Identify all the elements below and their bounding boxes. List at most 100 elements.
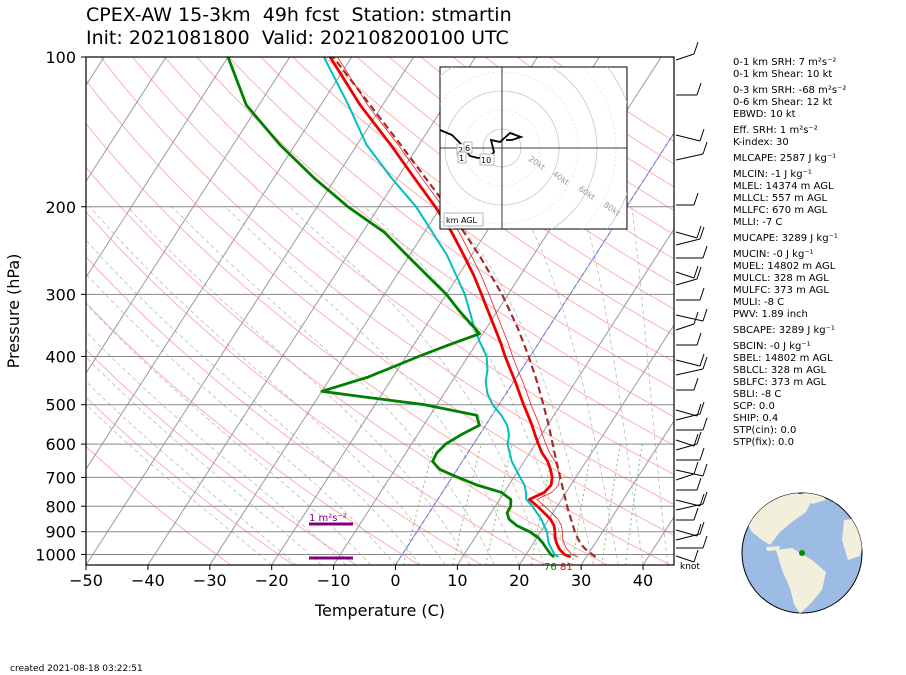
x-tick-label: 10 [447,571,467,590]
dry-adiabat [356,57,674,285]
parameter-item: 0-6 km Shear: 12 kt [733,97,833,108]
dry-adiabat [86,348,357,565]
chart-title-line2: Init: 2021081800 Valid: 202108200100 UTC [86,27,509,49]
hodograph-level-box [479,153,495,166]
surface-dewpoint-label: 76 [544,562,557,573]
moist-adiabat [86,403,272,565]
y-tick-label: 600 [45,435,76,454]
wind-barb-staff [675,271,695,279]
mixing-ratio-line [571,444,593,565]
dry-adiabat [100,57,674,506]
parameter-list: 0-1 km SRH: 7 m²s⁻² 0-1 km Shear: 10 kt 0-… [733,57,846,449]
parameter-item: MLLI: -7 C [733,217,783,228]
south-america-landmass [776,548,826,613]
wind-barb-flag [702,356,708,370]
wind-barb-flag [693,549,699,563]
wind-barb-staff [675,413,701,421]
dry-adiabat [86,256,483,565]
wind-barb-staff [675,499,701,507]
wind-barb [675,463,708,477]
x-tick-label: −40 [131,571,165,590]
wind-barb [675,401,705,421]
wind-barb-flag [702,491,708,505]
wind-barb-staff [675,323,695,331]
wind-barb [675,308,708,322]
station-marker [799,550,805,556]
mixing-ratio-line [601,444,621,565]
srh-bar-label: 1 m²s⁻² [309,513,347,524]
wind-barb-staff [675,473,695,481]
moist-adiabat [225,206,520,565]
wind-barb-flag [693,461,699,475]
moist-adiabat [288,206,545,565]
wind-barb-flag [702,141,708,155]
hodograph-level-label: 1 [459,154,464,163]
wind-barb-staff [675,555,695,563]
wind-barb [676,447,705,461]
moist-adiabat [86,303,371,565]
wind-barb-flag [702,417,708,431]
y-tick-label: 500 [45,396,76,415]
wind-barb-staff [675,368,704,376]
parameter-item: Eff. SRH: 1 m²s⁻² [733,125,818,136]
dry-adiabat [228,57,674,390]
wind-barb [675,141,708,161]
hodograph-axes-label-box [443,212,484,227]
moist-adiabat [86,331,347,565]
parameter-item: SBCAPE: 3289 J kg⁻¹ [733,325,835,336]
wind-barb [675,41,699,61]
moist-adiabat [520,206,619,565]
parameter-item: MLEL: 14374 m AGL [733,181,834,192]
wind-barb-staff [675,53,695,61]
dry-adiabat [86,302,420,565]
wind-barb-flag [696,82,702,96]
wind-barb-staff [675,278,698,286]
wind-barb-flag [699,447,705,461]
wind-barb-flag [693,41,699,55]
parameter-item: SBLCL: 328 m AGL [733,365,827,376]
wind-barb [675,403,702,417]
wind-barb [676,477,702,491]
parameter-item: MLCAPE: 2587 J kg⁻¹ [733,153,837,164]
wind-barb [676,332,702,346]
isotherm [518,324,674,565]
y-tick-label: 900 [45,523,76,542]
dry-adiabat [86,166,608,565]
parameter-item: SCP: 0.0 [733,401,775,412]
wind-barb-flag [696,266,702,280]
moist-adiabat [86,273,396,565]
wind-barb-flag [696,431,702,445]
x-tick-label: −20 [255,571,289,590]
x-axis-label: Temperature (C) [314,601,445,620]
moist-adiabat [171,206,495,565]
hodograph-level-box [457,151,467,164]
wind-barb [675,353,705,367]
isotherm [580,420,674,565]
wind-barb-flag [696,225,702,239]
wind-barb [676,535,708,549]
wind-barb-flag [702,245,708,259]
x-tick-label: −10 [317,571,351,590]
wind-barb-flag [693,507,699,521]
wind-barb-flag [696,403,702,417]
moist-adiabat [89,206,446,565]
parameter-item: MUCIN: -0 J kg⁻¹ [733,249,814,260]
parameter-item: MLLFC: 670 m AGL [733,205,828,216]
mixing-ratio-line [625,444,643,565]
dry-adiabat [292,57,674,336]
x-tick-label: 0 [390,571,400,590]
wind-barb-staff [675,238,701,246]
dry-adiabat [324,57,674,310]
plot-frame [85,56,675,566]
dry-adiabat [196,57,674,418]
dry-adiabat [86,211,545,565]
wind-barb-flag [696,332,702,346]
parameter-item: EBWD: 10 kt [733,109,796,120]
wind-barb-staff [675,359,701,367]
y-tick-label: 200 [45,198,76,217]
wind-barb [675,431,702,451]
mixing-ratio-line [530,444,555,565]
wind-barb-staff [675,469,704,477]
wind-barb-flag [693,433,699,447]
